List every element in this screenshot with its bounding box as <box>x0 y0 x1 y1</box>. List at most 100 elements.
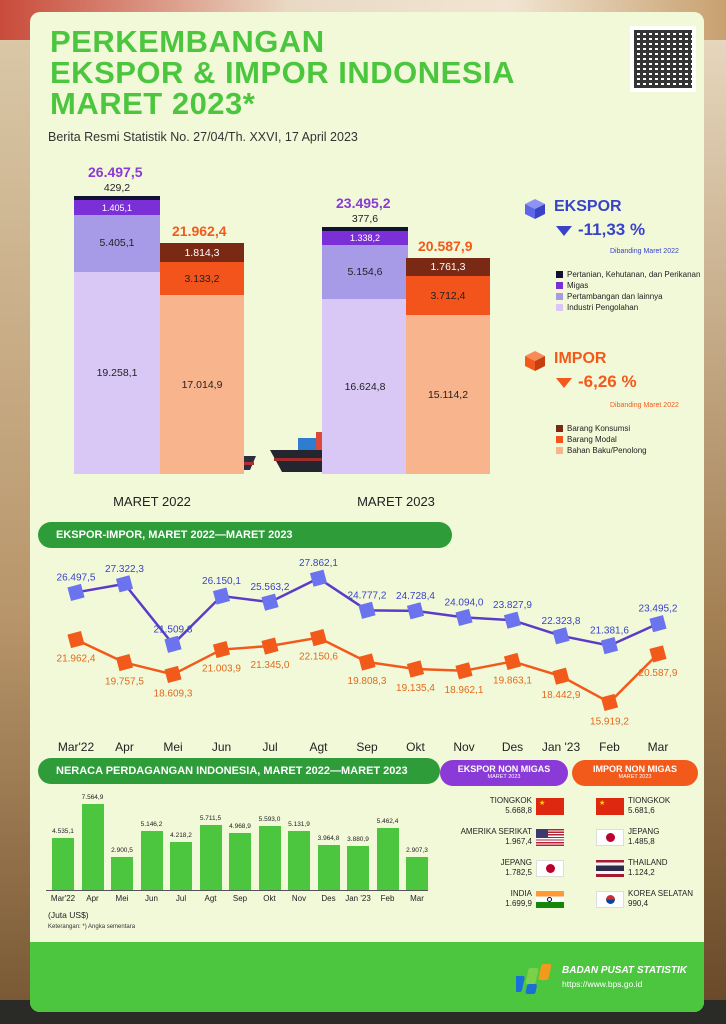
impor-segment-1: 3.712,4 <box>406 276 490 316</box>
ekspor-segment-3 <box>322 227 408 232</box>
ekspor-partner-value: 1.782,5 <box>505 868 532 877</box>
ekspor-partner-country: INDIA <box>510 889 532 898</box>
line-month-label: Jul <box>262 740 278 754</box>
neraca-bar <box>111 856 133 890</box>
impor-point-label: 19.808,3 <box>348 676 387 687</box>
qr-code[interactable] <box>630 26 696 92</box>
line-month-label: Okt <box>406 740 425 754</box>
impor-point-label: 18.962,1 <box>445 685 484 696</box>
neraca-bar-label: 3.880,9 <box>347 835 369 843</box>
neraca-bar <box>140 831 163 890</box>
neraca-month-label: Mar'22 <box>50 894 76 903</box>
legend-swatch <box>556 271 563 278</box>
neraca-bar <box>317 844 340 890</box>
ekspor-point <box>67 583 85 601</box>
impor-point-label: 21.962,4 <box>57 654 96 665</box>
ekspor-point-label: 26.150,1 <box>202 576 241 587</box>
ekspor-point <box>503 611 522 629</box>
line-month-label: Jan '23 <box>541 740 581 754</box>
neraca-bar-label: 2.900,5 <box>111 846 133 854</box>
bar-category-2022: MARET 2022 <box>113 494 191 509</box>
neraca-bar <box>81 803 104 890</box>
impor-down-arrow-icon <box>556 378 572 388</box>
ekspor-point-label: 24.777,2 <box>348 590 387 601</box>
neraca-bar-label: 2.907,3 <box>406 846 428 854</box>
ekspor-non-migas-pill: EKSPOR NON MIGAS MARET 2023 <box>440 760 568 786</box>
ekspor-down-arrow-icon <box>556 226 572 236</box>
ekspor-point-label: 26.497,5 <box>57 572 96 583</box>
ekspor-partner-country: JEPANG <box>500 858 532 867</box>
title-line-1: PERKEMBANGAN <box>50 24 325 59</box>
impor-change: -6,26 % <box>578 372 637 391</box>
impor-point <box>261 637 279 655</box>
neraca-month-label: Sep <box>232 894 248 903</box>
impor-point-label: 20.587,9 <box>639 668 678 679</box>
neraca-bar-label: 5.131,9 <box>288 821 310 829</box>
ekspor-segment-2: 1.405,1 <box>74 200 160 216</box>
qr-code-pattern <box>634 30 692 88</box>
ekspor-segment-label: 5.405,1 <box>99 237 135 250</box>
neraca-month-label: Okt <box>263 894 276 903</box>
impor-non-migas-sub: MARET 2023 <box>618 774 652 780</box>
legend-text: Migas <box>567 281 589 290</box>
footer-url[interactable]: https://www.bps.go.id <box>562 979 643 989</box>
ekspor-top-label: 377,6 <box>322 213 408 225</box>
impor-legend-item: Barang Modal <box>556 435 617 444</box>
impor-point <box>67 631 85 649</box>
neraca-bar <box>258 826 281 890</box>
impor-point <box>455 662 473 680</box>
ekspor-segment-label: 377,6 <box>351 213 379 226</box>
ekspor-point-label: 22.323,8 <box>542 616 581 627</box>
impor-point <box>212 640 231 659</box>
impor-segment-2: 1.761,3 <box>406 257 490 277</box>
title-line-3: MARET 2023* <box>50 86 256 121</box>
impor-cube-icon <box>525 351 545 371</box>
neraca-bar <box>347 845 369 890</box>
neraca-month-label: Jun <box>145 894 158 903</box>
footer-org: BADAN PUSAT STATISTIK <box>562 965 687 976</box>
ekspor-point-label: 24.728,4 <box>396 591 435 602</box>
impor-point <box>552 667 570 685</box>
impor-legend-item: Barang Konsumsi <box>556 424 630 433</box>
impor-point-label: 21.345,0 <box>251 660 290 671</box>
impor-point-label: 21.003,9 <box>202 664 241 675</box>
neraca-month-label: Mei <box>115 894 129 903</box>
usa-flag-icon <box>536 829 564 846</box>
legend-text: Bahan Baku/Penolong <box>567 446 647 455</box>
neraca-baseline <box>46 890 428 891</box>
impor-partner-value: 1.485,8 <box>628 837 655 846</box>
title-line-2: EKSPOR & IMPOR INDONESIA <box>50 55 515 90</box>
neraca-month-label: Nov <box>291 894 307 903</box>
ekspor-label: EKSPOR <box>554 198 622 215</box>
impor-segment-label: 17.014,9 <box>181 378 223 391</box>
ekspor-segment-label: 16.624,8 <box>344 380 386 393</box>
ekspor-non-migas-title: EKSPOR NON MIGAS <box>457 764 551 774</box>
line-month-label: Mei <box>163 740 183 754</box>
impor-point <box>164 665 182 684</box>
japan-flag-icon <box>536 860 564 877</box>
ekspor-partner-value: 5.668,8 <box>505 806 532 815</box>
impor-partner-country: THAILAND <box>628 858 668 867</box>
ekspor-non-migas-sub: MARET 2023 <box>487 774 521 780</box>
ekspor-point-label: 23.495,2 <box>639 604 678 615</box>
subtitle: Berita Resmi Statistik No. 27/04/Th. XXV… <box>48 130 358 144</box>
legend-swatch <box>556 293 563 300</box>
ekspor-legend-item: Pertanian, Kehutanan, dan Perikanan <box>556 270 700 279</box>
impor-non-migas-title: IMPOR NON MIGAS <box>592 764 677 774</box>
ekspor-total: 26.497,5 <box>88 164 143 181</box>
ekspor-point <box>455 608 473 626</box>
impor-non-migas-pill: IMPOR NON MIGAS MARET 2023 <box>572 760 698 786</box>
impor-partner-country: TIONGKOK <box>628 796 671 805</box>
ekspor-point <box>406 602 425 620</box>
line-month-label: Feb <box>599 740 620 754</box>
impor-segment-2: 1.814,3 <box>160 243 244 263</box>
impor-label: IMPOR <box>554 350 607 367</box>
ekspor-partner-value: 1.967,4 <box>505 837 532 846</box>
impor-point <box>115 653 134 672</box>
ekspor-segment-2: 1.338,2 <box>322 231 408 246</box>
line-month-label: Sep <box>356 740 378 754</box>
ekspor-legend-item: Pertambangan dan lainnya <box>556 292 663 301</box>
ekspor-segment-label: 1.405,1 <box>101 202 133 213</box>
line-month-label: Jun <box>211 740 232 754</box>
impor-segment-label: 3.133,2 <box>184 272 220 285</box>
